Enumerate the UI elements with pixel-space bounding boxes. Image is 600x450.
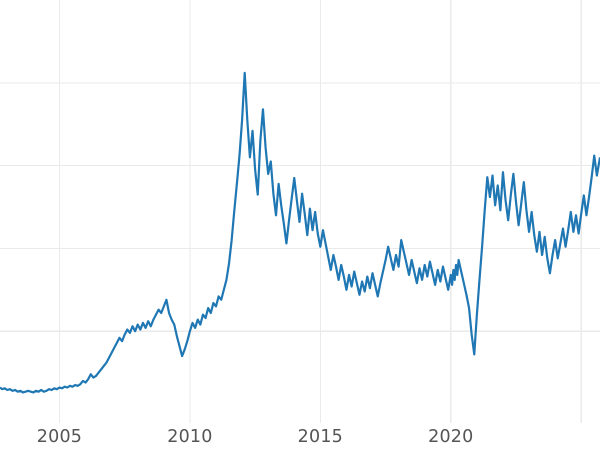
horizontal-gridlines — [0, 82, 600, 332]
vertical-gridlines — [58, 0, 582, 423]
data-series-line — [0, 71, 600, 394]
